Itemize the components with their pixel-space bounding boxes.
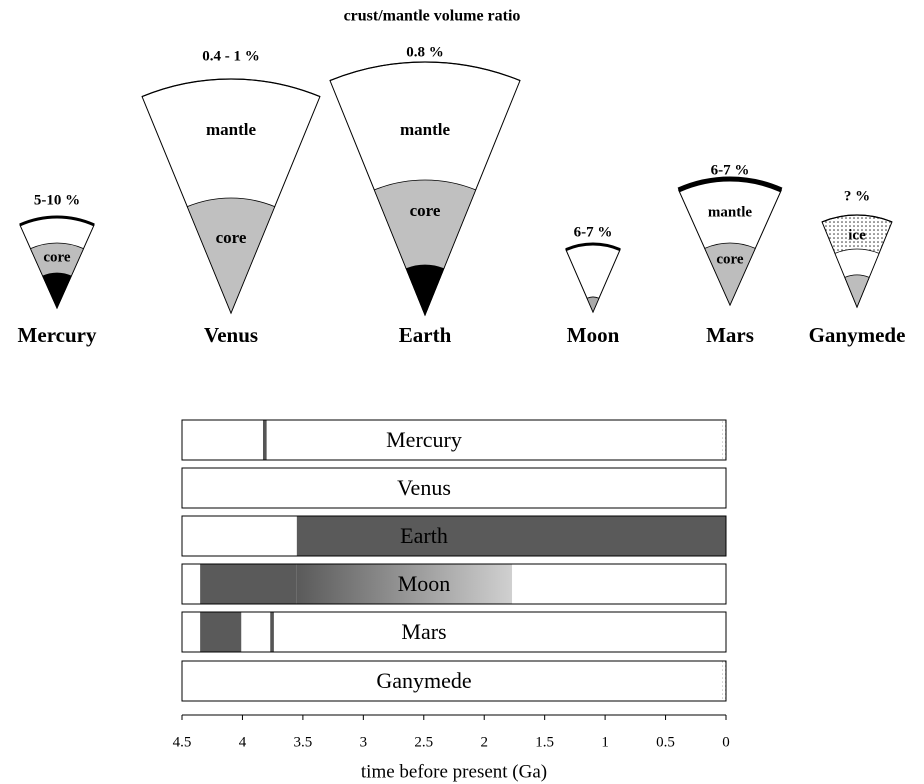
planet-layer <box>845 275 869 307</box>
timeline-segment <box>200 612 241 652</box>
row-label: Ganymede <box>376 668 471 693</box>
planet-layer <box>406 265 444 315</box>
x-tick-label: 2.5 <box>414 734 433 750</box>
row-label: Earth <box>400 523 448 548</box>
timeline-segment <box>722 420 726 460</box>
x-tick-label: 2 <box>480 734 488 750</box>
x-axis-label: time before present (Ga) <box>361 761 547 782</box>
timeline-row <box>182 612 726 652</box>
x-tick-label: 3 <box>360 734 368 750</box>
volume-ratio: ? % <box>844 188 870 204</box>
planet-name: Mercury <box>18 323 97 347</box>
layer-label: core <box>716 251 744 267</box>
row-label: Moon <box>398 571 451 596</box>
layer-label: core <box>43 249 71 265</box>
layer-label: mantle <box>206 120 257 139</box>
planet-name: Moon <box>567 323 620 347</box>
planet-name: Earth <box>399 323 452 347</box>
title: crust/mantle volume ratio <box>344 8 521 25</box>
planet-name: Mars <box>706 323 754 347</box>
x-tick-label: 0 <box>722 734 730 750</box>
planet-name: Venus <box>204 323 258 347</box>
volume-ratio: 5-10 % <box>34 192 80 208</box>
x-tick-label: 0.5 <box>656 734 675 750</box>
timeline-segment <box>270 612 274 652</box>
timeline-segment <box>297 516 726 556</box>
volume-ratio: 6-7 % <box>574 224 613 240</box>
x-tick-label: 1.5 <box>535 734 554 750</box>
figure: crust/mantle volume ratio core 5-10 % Merc… <box>0 0 924 784</box>
timeline-segment <box>722 661 726 701</box>
planet-name: Ganymede <box>809 323 906 347</box>
layer-label: mantle <box>400 120 451 139</box>
volume-ratio: 6-7 % <box>711 162 750 178</box>
row-label: Mars <box>401 619 446 644</box>
layer-label: core <box>216 228 247 247</box>
x-tick-label: 4 <box>239 734 247 750</box>
planet-layer <box>43 273 72 308</box>
x-tick-label: 4.5 <box>173 734 192 750</box>
timeline-segment <box>263 420 267 460</box>
volume-ratio: 0.4 - 1 % <box>202 48 260 64</box>
planet-layer <box>587 297 599 312</box>
row-label: Venus <box>397 475 451 500</box>
timeline-segment <box>200 564 297 604</box>
x-tick-label: 3.5 <box>294 734 313 750</box>
planet-layer <box>187 198 274 313</box>
row-label: Mercury <box>386 427 462 452</box>
volume-ratio: 0.8 % <box>406 44 444 60</box>
layer-label: core <box>410 201 441 220</box>
layer-label: ice <box>848 227 866 243</box>
x-tick-label: 1 <box>601 734 609 750</box>
layer-label: mantle <box>708 204 753 220</box>
timeline-row <box>182 468 726 508</box>
